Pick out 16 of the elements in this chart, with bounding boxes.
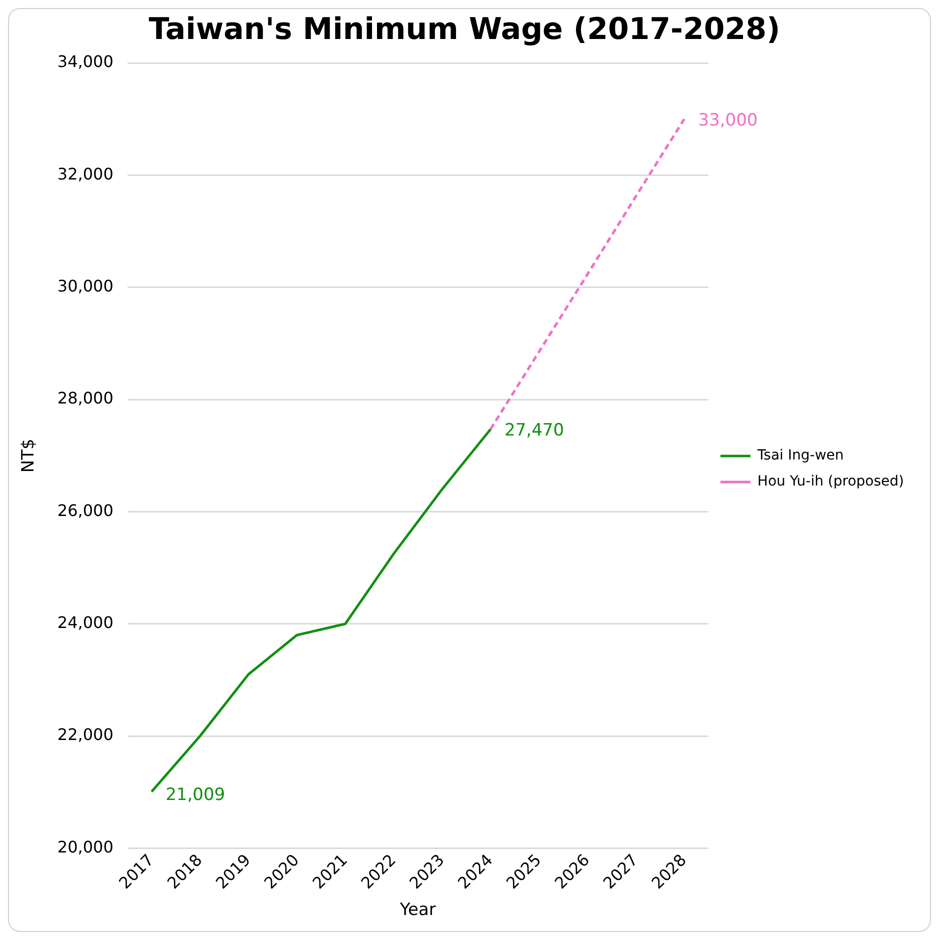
y-tick-label: 26,000 [57, 500, 114, 520]
chart-title: Taiwan's Minimum Wage (2017-2028) [148, 12, 780, 47]
data-label: 33,000 [698, 110, 758, 131]
legend-label: Tsai Ing-wen [756, 448, 844, 464]
y-tick-label: 24,000 [57, 613, 114, 632]
data-label: 27,470 [504, 420, 564, 441]
y-axis-title: NT$ [18, 438, 39, 473]
legend-label: Hou Yu-ih (proposed) [757, 474, 904, 490]
y-tick-label: 28,000 [57, 388, 114, 408]
data-label: 21,009 [166, 785, 226, 806]
y-tick-label: 34,000 [57, 52, 114, 72]
y-tick-label: 22,000 [57, 725, 114, 744]
y-tick-label: 20,000 [57, 837, 114, 856]
x-axis-title: Year [398, 900, 436, 920]
y-tick-label: 32,000 [57, 164, 114, 184]
y-tick-label: 30,000 [57, 276, 114, 296]
